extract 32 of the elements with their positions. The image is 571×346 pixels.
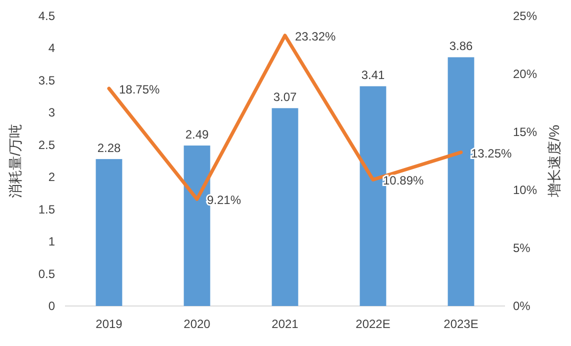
y-tick-label: 3.5 — [38, 73, 56, 88]
y-tick-label: 2.5 — [38, 138, 56, 152]
bar — [96, 159, 122, 306]
data-label: 3.41 — [361, 68, 385, 82]
x-tick-label: 2019 — [96, 317, 123, 331]
x-tick-label: 2022E — [356, 317, 390, 331]
data-label: 3.86 — [449, 39, 473, 54]
y2-tick-label: 5% — [513, 241, 531, 255]
data-label: 18.75% — [119, 82, 160, 96]
y2-tick-label: 25% — [513, 9, 538, 23]
data-label: 2.49 — [185, 128, 209, 142]
y-tick-label: 0.5 — [38, 266, 56, 281]
data-label: 2.28 — [97, 141, 121, 156]
y-tick-label: 3 — [48, 106, 56, 120]
y2-axis-title: 增长速度/% — [546, 124, 562, 198]
y-tick-label: 1 — [48, 234, 56, 249]
data-label: 23.32% — [295, 29, 336, 44]
y-axis-title: 消耗量/万吨 — [7, 124, 23, 198]
y2-tick-label: 20% — [513, 67, 538, 81]
x-tick-label: 2023E — [444, 317, 478, 331]
y-tick-label: 4.5 — [38, 9, 56, 23]
data-label: 3.07 — [273, 90, 297, 104]
x-tick-label: 2021 — [272, 317, 299, 331]
y2-tick-label: 10% — [513, 183, 538, 197]
y-tick-label: 0 — [48, 299, 56, 313]
x-tick-label: 2020 — [184, 317, 211, 331]
y-tick-label: 4 — [48, 41, 56, 56]
y2-tick-label: 15% — [513, 125, 538, 139]
y-tick-label: 2 — [48, 170, 56, 184]
y2-tick-label: 0% — [513, 299, 531, 313]
y-tick-label: 1.5 — [38, 202, 56, 216]
bar — [272, 108, 298, 306]
